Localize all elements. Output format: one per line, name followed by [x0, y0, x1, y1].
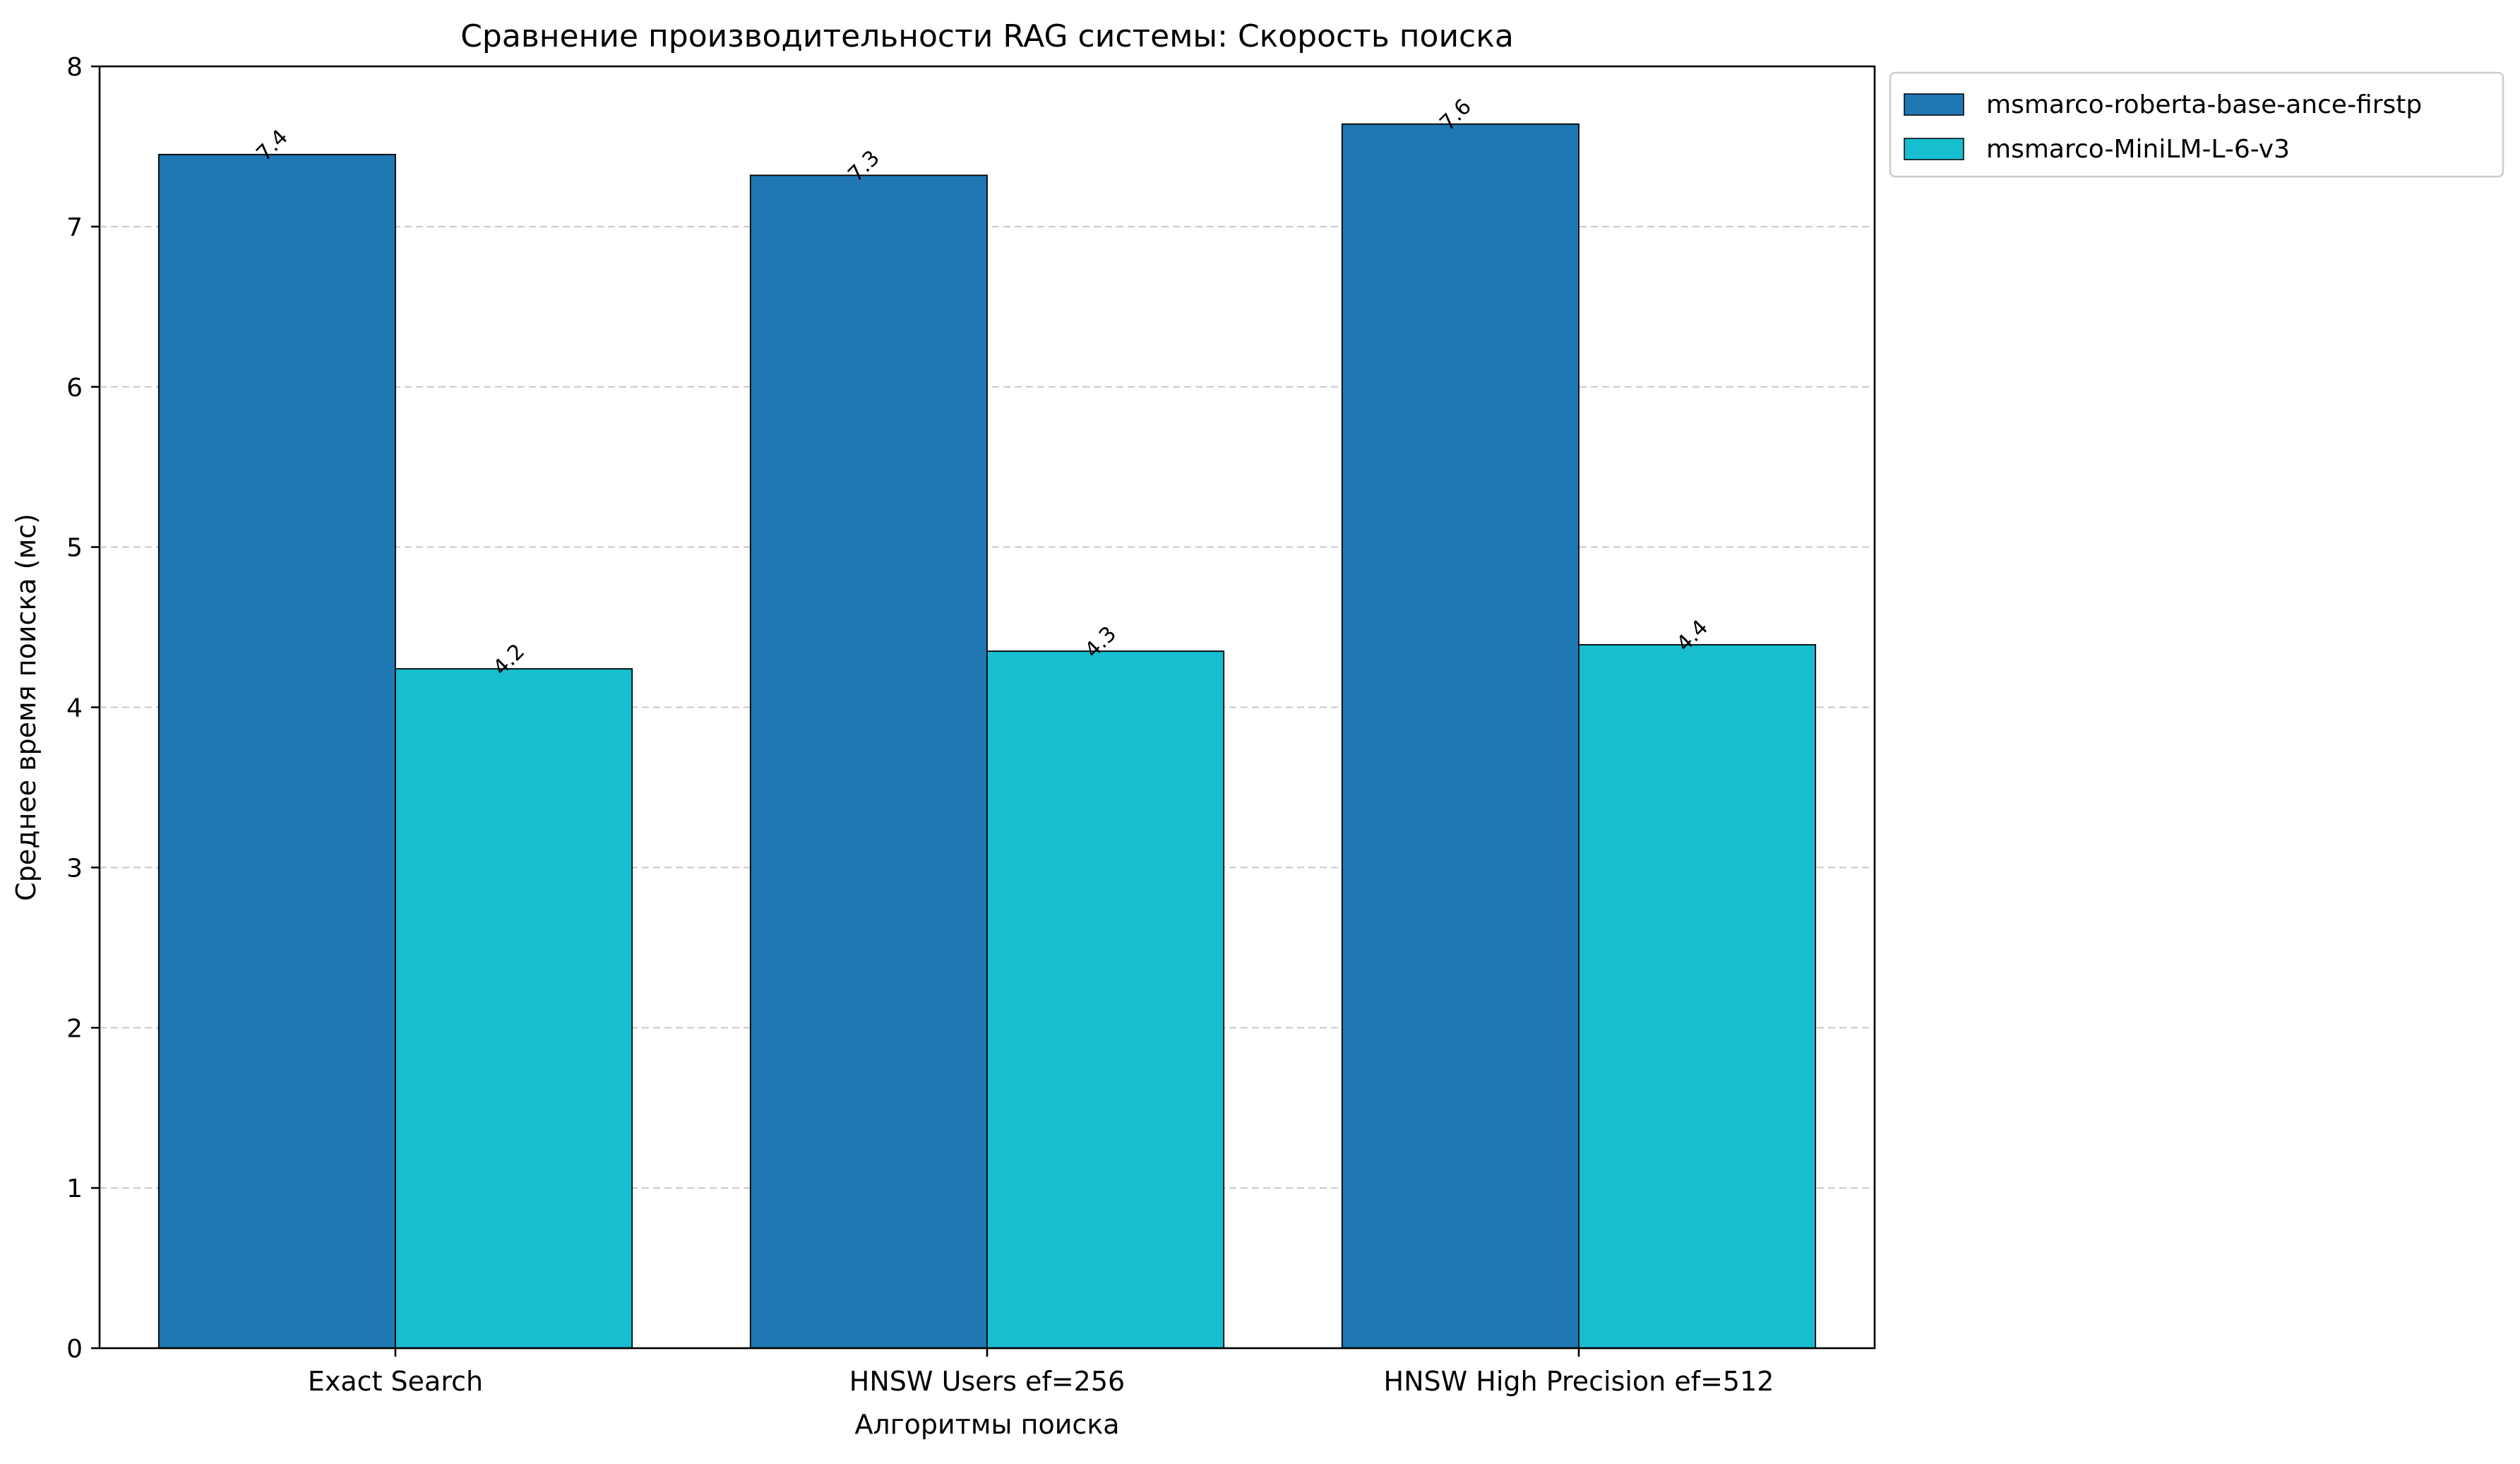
y-tick-label: 8 [66, 53, 83, 82]
bar-roberta-1 [749, 174, 988, 1349]
x-tick-label: HNSW Users ef=256 [849, 1366, 1125, 1397]
chart-title: Сравнение производительности RAG системы… [460, 18, 1514, 54]
y-tick-label: 5 [66, 534, 83, 563]
x-tick-label: HNSW High Precision ef=512 [1384, 1366, 1774, 1397]
y-tick-label: 3 [66, 854, 83, 883]
bars [157, 123, 1817, 1349]
bar-minilm-0 [395, 668, 633, 1349]
legend: msmarco-roberta-base-ance-firstp msmarco… [1889, 71, 2504, 178]
y-axis-label: Среднее время поиска (мс) [11, 513, 42, 901]
legend-swatch-roberta [1904, 93, 1964, 116]
x-tick-label: Exact Search [308, 1366, 483, 1397]
legend-label-minilm: msmarco-MiniLM-L-6-v3 [1986, 135, 2290, 164]
y-tick-label: 4 [66, 694, 83, 723]
y-tick-label: 7 [66, 213, 83, 242]
legend-label-roberta: msmarco-roberta-base-ance-firstp [1986, 90, 2422, 119]
bar-roberta-0 [157, 153, 396, 1349]
bar-minilm-1 [986, 650, 1225, 1349]
x-axis: Exact Search HNSW Users ef=256 HNSW High P… [308, 1348, 1774, 1397]
y-tick-label: 1 [66, 1174, 83, 1203]
bar-roberta-2 [1341, 123, 1580, 1349]
y-tick-label: 6 [66, 374, 83, 403]
legend-box [1889, 71, 2504, 178]
legend-swatch-minilm [1904, 138, 1964, 160]
x-axis-label: Алгоритмы поиска [854, 1409, 1119, 1440]
bar-minilm-2 [1578, 644, 1817, 1349]
y-tick-label: 0 [66, 1335, 83, 1364]
y-axis: 0 1 2 3 4 5 6 7 8 [66, 53, 100, 1364]
y-tick-label: 2 [66, 1014, 83, 1043]
